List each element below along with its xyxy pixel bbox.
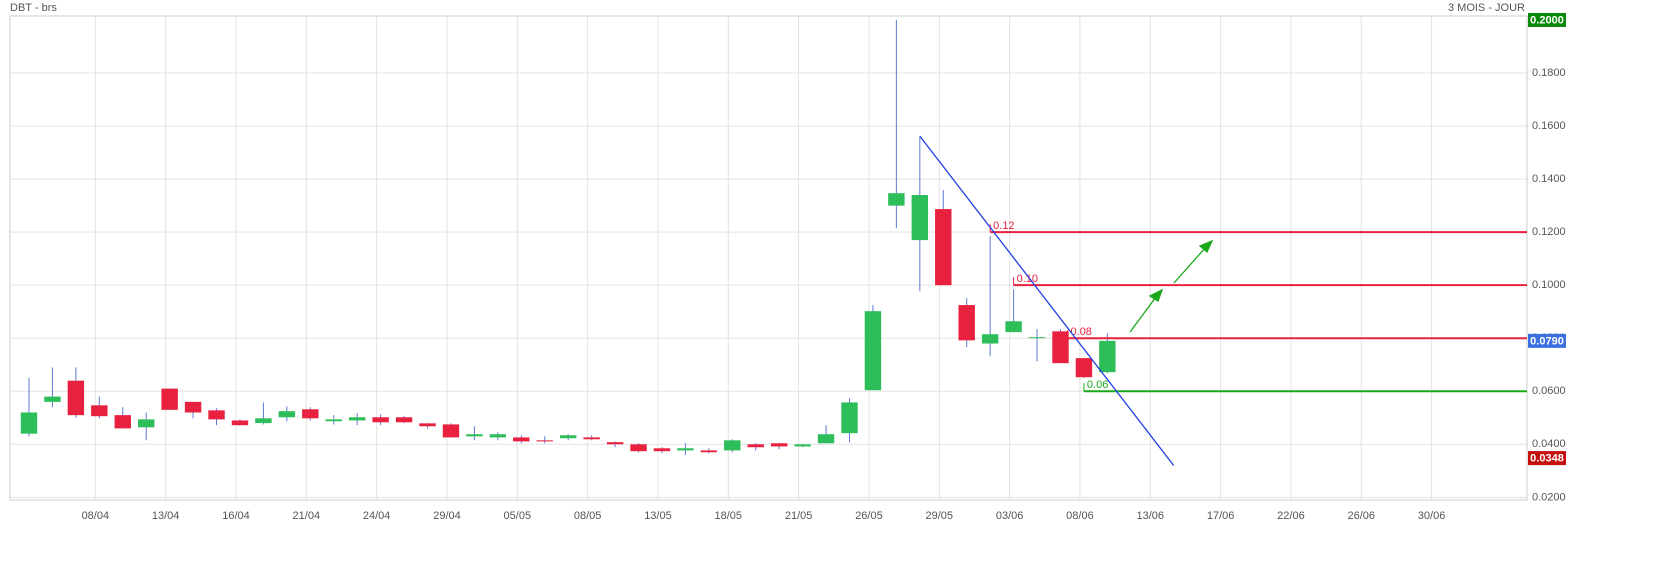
candle-body	[466, 434, 483, 437]
arrow-head	[1148, 288, 1164, 302]
level-label: 0.08	[1071, 326, 1092, 338]
candle-body	[724, 440, 741, 451]
candle-body	[606, 442, 624, 445]
y-tick-label: 0.1000	[1532, 279, 1566, 291]
price-badge	[1528, 12, 1566, 27]
x-tick-label: 13/04	[152, 510, 180, 522]
candle-body	[184, 401, 202, 413]
y-tick-label: 0.1600	[1532, 120, 1566, 132]
candle-body	[231, 420, 249, 426]
candle-body	[864, 311, 882, 391]
candle-body	[161, 388, 178, 410]
candle-body	[888, 193, 905, 206]
candle-body	[1028, 337, 1046, 339]
arrow-line	[1173, 246, 1207, 284]
candle-body	[559, 435, 577, 439]
x-tick-label: 05/05	[504, 510, 532, 522]
candle-body	[419, 423, 436, 427]
chart-subtitle: 3 MOIS - JOUR	[1448, 2, 1525, 14]
x-tick-label: 26/06	[1347, 510, 1375, 522]
y-tick-label: 0.1800	[1532, 67, 1566, 79]
candle-body	[114, 415, 131, 429]
arrow-head	[1198, 239, 1214, 254]
candle-body	[489, 434, 507, 438]
candle-body	[513, 437, 530, 442]
candle-body	[817, 434, 835, 444]
candle-body	[536, 440, 553, 442]
price-badge	[1528, 451, 1566, 466]
x-tick-label: 17/06	[1207, 510, 1235, 522]
candle-body	[442, 424, 460, 438]
trend-line	[919, 135, 1175, 466]
price-badge	[1528, 333, 1566, 348]
x-tick-label: 21/04	[293, 510, 321, 522]
level-label: 0.12	[993, 220, 1014, 232]
candle-body	[841, 402, 858, 434]
plot-frame	[9, 15, 1528, 501]
candle-body	[794, 444, 811, 447]
candle-body	[981, 334, 999, 344]
x-tick-label: 24/04	[363, 510, 391, 522]
x-tick-label: 30/06	[1418, 510, 1446, 522]
candle-body	[1005, 321, 1022, 333]
candle-body	[137, 419, 155, 428]
x-tick-label: 16/04	[222, 510, 250, 522]
candle-body	[770, 443, 788, 447]
candle-body	[395, 417, 413, 423]
x-tick-label: 13/06	[1137, 510, 1165, 522]
candle-body	[302, 409, 319, 419]
x-tick-label: 22/06	[1277, 510, 1305, 522]
price-badge-label: 0.0790	[1530, 335, 1564, 347]
y-tick-label: 0.1200	[1532, 226, 1566, 238]
x-tick-label: 29/04	[433, 510, 461, 522]
y-tick-label: 0.0200	[1532, 491, 1566, 503]
chart-title: DBT - brs	[10, 2, 57, 14]
x-tick-label: 08/05	[574, 510, 602, 522]
candle-body	[67, 380, 85, 416]
x-tick-label: 03/06	[996, 510, 1024, 522]
candle-body	[1099, 340, 1116, 373]
arrows	[1129, 239, 1214, 333]
price-badge-label: 0.0348	[1530, 453, 1564, 465]
candle-body	[677, 448, 694, 451]
candle-body	[20, 412, 38, 434]
price-badge-label: 0.2000	[1530, 14, 1564, 26]
y-tick-label: 0.1400	[1532, 173, 1566, 185]
x-tick-label: 08/04	[82, 510, 110, 522]
candle-body	[1052, 331, 1069, 364]
candle-body	[747, 444, 764, 448]
candle-body	[1075, 358, 1093, 378]
candle-body	[348, 417, 366, 421]
candle-body	[91, 405, 108, 417]
x-tick-label: 18/05	[715, 510, 743, 522]
x-tick-label: 29/05	[926, 510, 954, 522]
x-tick-label: 26/05	[855, 510, 883, 522]
candle-body	[583, 437, 600, 440]
x-tick-label: 21/05	[785, 510, 813, 522]
arrow-line	[1129, 296, 1157, 333]
candle-body	[700, 450, 718, 453]
level-label: 0.06	[1087, 379, 1108, 391]
candle-body	[911, 195, 929, 241]
y-tick-label: 0.0600	[1532, 385, 1566, 397]
candle-body	[935, 209, 952, 286]
x-tick-label: 08/06	[1066, 510, 1094, 522]
candle-body	[372, 417, 389, 423]
candle-body	[653, 448, 671, 452]
y-tick-label: 0.0400	[1532, 438, 1566, 450]
candle-body	[630, 444, 647, 452]
candle-body	[325, 419, 342, 422]
candle-body	[44, 396, 61, 402]
x-tick-label: 13/05	[644, 510, 672, 522]
candle-body	[278, 411, 296, 418]
candle-body	[208, 410, 225, 420]
candle-body	[958, 305, 975, 341]
candle-body	[255, 418, 272, 424]
